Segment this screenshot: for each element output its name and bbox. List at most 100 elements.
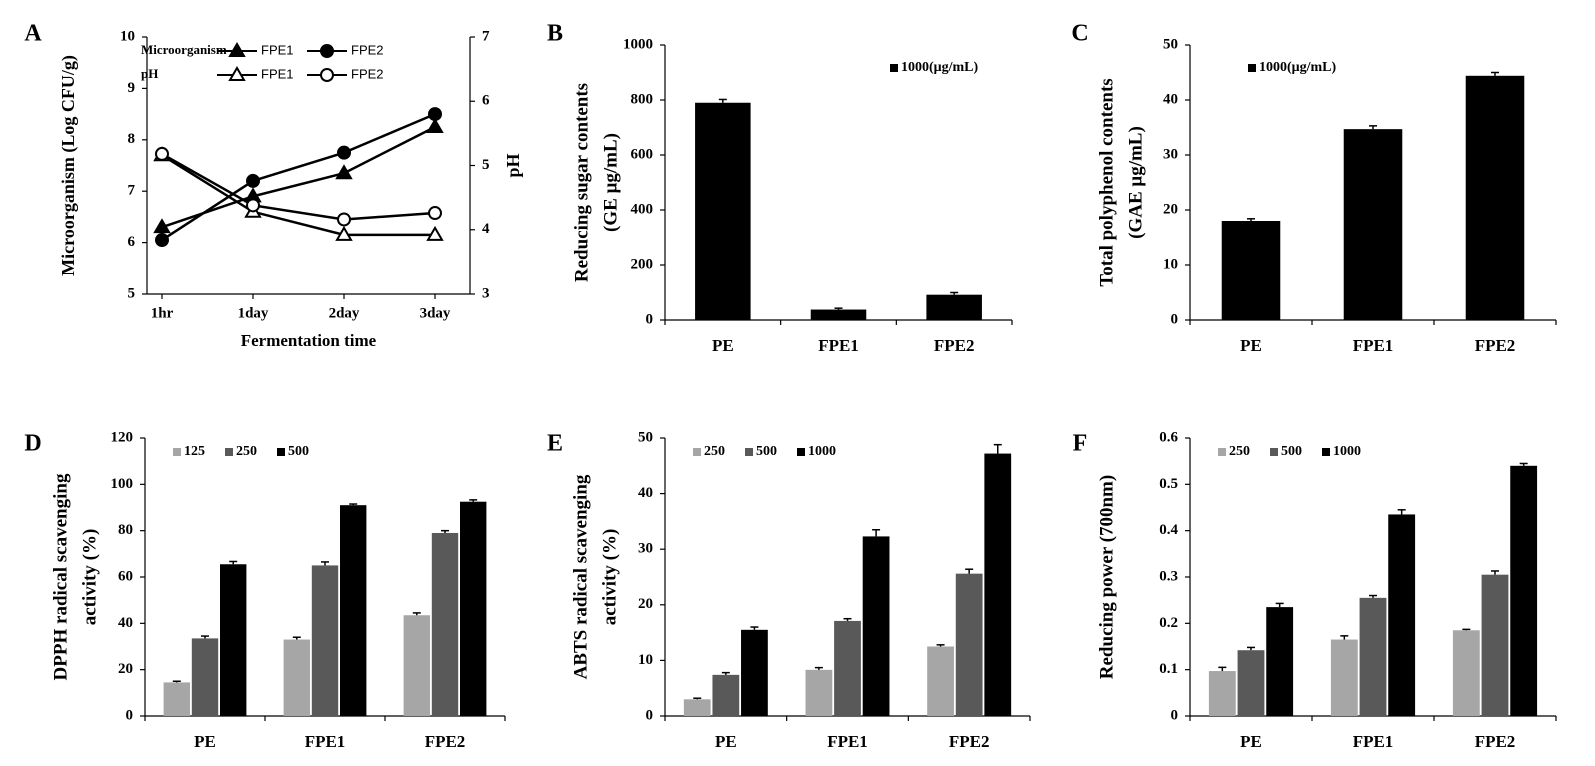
x-tick-label: FPE2 xyxy=(1475,336,1516,355)
y-tick-label: 20 xyxy=(638,596,653,612)
y-tick-label: 200 xyxy=(631,256,654,272)
x-tick-label: FPE1 xyxy=(305,732,346,751)
y-axis-label: activity (%) xyxy=(599,529,620,626)
y-tick-label: 60 xyxy=(118,568,133,584)
x-tick-label: FPE2 xyxy=(1475,732,1516,751)
x-tick-label: FPE1 xyxy=(818,336,859,355)
bar xyxy=(431,532,459,716)
bar xyxy=(1359,597,1387,716)
legend-label: FPE1 xyxy=(261,42,294,57)
x-tick-label: 2day xyxy=(329,305,360,321)
y-tick-label: 30 xyxy=(638,541,653,557)
legend-label: 1000(μg/mL) xyxy=(1259,60,1336,75)
bar xyxy=(805,669,833,716)
y-tick-label: 800 xyxy=(631,91,654,107)
x-tick-label: PE xyxy=(715,732,737,751)
y-tick-label: 10 xyxy=(638,652,653,668)
bar xyxy=(220,564,247,716)
bar xyxy=(283,639,310,716)
x-tick-label: FPE2 xyxy=(949,732,990,751)
legend-swatch xyxy=(225,448,233,456)
x-tick-label: FPE1 xyxy=(1353,336,1394,355)
legend-swatch xyxy=(1270,448,1278,456)
bar xyxy=(810,309,867,320)
point xyxy=(153,218,171,234)
y-tick-label: 7 xyxy=(128,183,136,199)
bar xyxy=(1510,465,1538,716)
y-tick-label: 0.5 xyxy=(1159,476,1178,492)
point xyxy=(426,225,444,241)
x-tick-label: FPE2 xyxy=(425,732,466,751)
y-tick-label: 0.6 xyxy=(1159,429,1178,445)
legend-group-label: pH xyxy=(141,66,158,81)
x-tick-label: FPE1 xyxy=(1353,732,1394,751)
x-tick-label: 3day xyxy=(420,305,451,321)
legend-swatch xyxy=(173,448,181,456)
panel-label: E xyxy=(547,431,563,457)
bar xyxy=(712,674,740,716)
y-tick-label: 0.2 xyxy=(1159,615,1178,631)
y-tick-label: 0.3 xyxy=(1159,568,1178,584)
y-tick-label: 40 xyxy=(638,485,653,501)
y2-tick-label: 6 xyxy=(482,93,490,109)
legend-label: 125 xyxy=(184,444,205,459)
bar xyxy=(1208,671,1236,716)
y-tick-label: 20 xyxy=(118,661,133,677)
y2-tick-label: 5 xyxy=(482,157,490,173)
x-tick-label: 1day xyxy=(238,305,269,321)
y-tick-label: 40 xyxy=(1163,91,1178,107)
y-tick-label: 80 xyxy=(118,522,133,538)
bar xyxy=(862,536,890,716)
x-tick-label: PE xyxy=(1240,336,1262,355)
point xyxy=(428,107,442,122)
x-tick-label: 1hr xyxy=(151,305,174,321)
y-tick-label: 120 xyxy=(111,429,134,445)
series-line xyxy=(161,112,436,242)
bar xyxy=(984,453,1012,716)
legend-swatch xyxy=(1322,448,1330,456)
y-tick-label: 9 xyxy=(128,80,136,96)
bar xyxy=(340,505,367,716)
legend-swatch xyxy=(277,448,285,456)
panel-label: D xyxy=(24,431,41,457)
panel-label: A xyxy=(24,21,42,47)
y-tick-label: 40 xyxy=(118,615,133,631)
y-tick-label: 0.1 xyxy=(1159,661,1178,677)
bar xyxy=(955,573,983,716)
x-axis-label: Fermentation time xyxy=(241,331,377,350)
panel-label: C xyxy=(1071,21,1088,47)
legend-swatch xyxy=(1218,448,1226,456)
bar xyxy=(1481,574,1509,716)
y-tick-label: 400 xyxy=(631,201,654,217)
legend-swatch xyxy=(797,448,805,456)
legend-group-label: Microorganism xyxy=(141,42,227,57)
bar xyxy=(926,294,982,320)
legend-swatch xyxy=(890,64,898,72)
legend-label: FPE1 xyxy=(261,66,294,81)
series-line xyxy=(161,152,436,221)
legend-swatch xyxy=(693,448,701,456)
bar xyxy=(834,620,861,716)
bar xyxy=(1452,630,1480,716)
legend-swatch xyxy=(745,448,753,456)
point xyxy=(155,146,169,161)
y-tick-label: 10 xyxy=(120,28,135,44)
y-tick-label: 0 xyxy=(646,707,654,723)
y-axis-label: Reducing sugar contents xyxy=(571,83,592,282)
bar xyxy=(741,629,768,716)
y-tick-label: 0 xyxy=(646,311,654,327)
bar xyxy=(460,501,487,716)
legend-label: 1000 xyxy=(808,444,836,459)
y-tick-label: 50 xyxy=(1163,36,1178,52)
legend-label: 500 xyxy=(288,444,309,459)
y2-tick-label: 7 xyxy=(482,28,490,44)
legend-label: 500 xyxy=(1281,444,1302,459)
point xyxy=(335,225,353,241)
y-tick-label: 10 xyxy=(1163,256,1178,272)
y-axis-label: (GAE μg/mL) xyxy=(1125,126,1146,239)
y-axis-label: Reducing power (700nm) xyxy=(1096,475,1117,679)
x-tick-label: PE xyxy=(194,732,216,751)
x-tick-label: FPE1 xyxy=(827,732,868,751)
legend-label: 500 xyxy=(756,444,777,459)
